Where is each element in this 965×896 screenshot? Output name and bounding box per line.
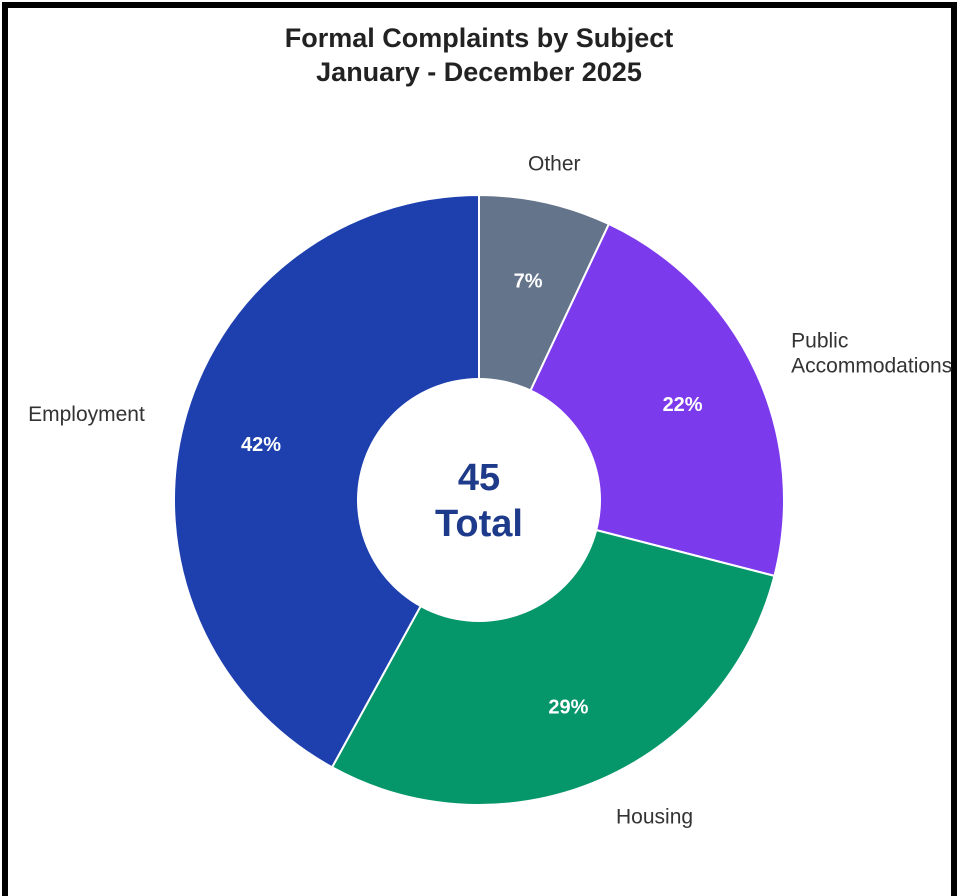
labels-group: 7% Other 22% Public Accommodations 29% Housing… [28, 152, 952, 828]
donut-hole [357, 378, 601, 622]
category-label-housing: Housing [616, 806, 693, 829]
pct-label-employment: 42% [241, 434, 281, 456]
pct-label-housing: 29% [548, 696, 588, 718]
category-label-line: Housing [616, 806, 693, 829]
chart-title: Formal Complaints by Subject [285, 23, 674, 53]
slice-employment [173, 193, 480, 769]
category-label-line: Public [791, 330, 848, 353]
chart-subtitle: January - December 2025 [316, 57, 642, 87]
pct-label-other: 7% [514, 270, 543, 292]
center-total-label: Total [435, 503, 523, 545]
center-total-value: 45 [458, 457, 500, 499]
category-label-line: Accommodations [791, 355, 952, 378]
pct-label-public-accommodations: 22% [663, 394, 703, 416]
category-label-line: Employment [28, 403, 145, 426]
category-label-line: Other [528, 152, 581, 175]
category-label-public-accommodations: Public Accommodations [791, 330, 952, 378]
category-label-other: Other [528, 152, 581, 175]
category-label-employment: Employment [28, 403, 145, 426]
